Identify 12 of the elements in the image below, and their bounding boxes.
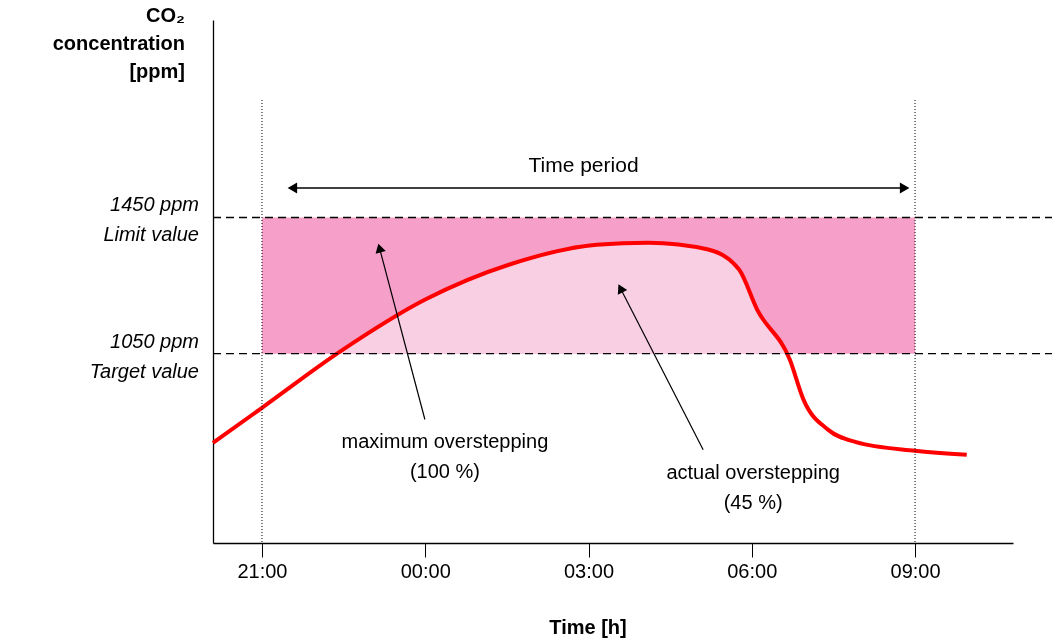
annotation: actual overstepping (45 %) — [666, 460, 840, 513]
ref-line-label: 1450 ppm Limit value — [103, 193, 199, 246]
x-tick-label: 09:00 — [890, 559, 941, 582]
y-axis-title: CO₂ concentration [ppm] — [52, 4, 185, 82]
annotation: maximum overstepping (100 %) — [341, 430, 549, 483]
x-axis-title: Time [h] — [549, 616, 627, 638]
ref-line-label: 1050 ppm Target value — [89, 329, 199, 382]
x-tick-label: 21:00 — [237, 559, 288, 582]
annotation: Time period — [528, 153, 639, 176]
x-tick-label: 06:00 — [727, 559, 778, 582]
x-tick-label: 00:00 — [400, 559, 451, 582]
x-tick-label: 03:00 — [563, 559, 615, 582]
